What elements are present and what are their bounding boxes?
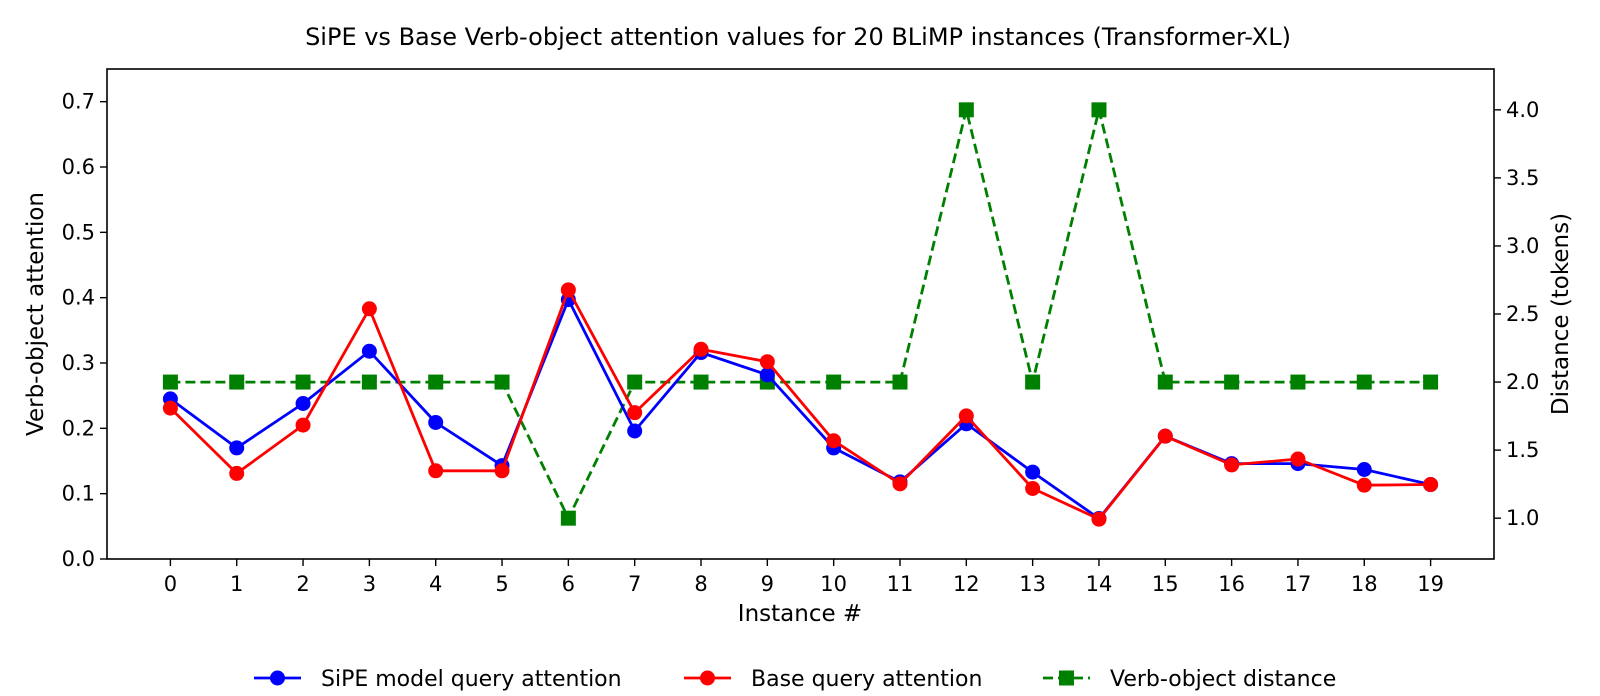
- y2-tick-label: 1.5: [1506, 438, 1539, 462]
- data-point-verb-object-distance: [494, 374, 510, 390]
- data-point-sipe-model-query-attention: [361, 343, 377, 359]
- x-tick-label: 12: [953, 572, 980, 596]
- data-point-verb-object-distance: [1356, 374, 1372, 390]
- legend-label-verb-object-distance: Verb-object distance: [1110, 667, 1336, 692]
- data-point-base-query-attention: [627, 405, 643, 421]
- x-tick-label: 14: [1086, 572, 1113, 596]
- data-point-base-query-attention: [892, 476, 908, 492]
- x-tick-label: 10: [820, 572, 847, 596]
- data-point-verb-object-distance: [428, 374, 444, 390]
- series-line-verb-object-distance: [170, 108, 1431, 520]
- y2-tick-label: 1.0: [1506, 506, 1539, 530]
- data-point-base-query-attention: [1025, 480, 1041, 496]
- y2-tick-label: 3.5: [1506, 166, 1539, 190]
- y-axis-label: Verb-object attention: [23, 192, 49, 436]
- chart-title: SiPE vs Base Verb-object attention value…: [305, 23, 1291, 51]
- data-point-verb-object-distance: [361, 374, 377, 390]
- data-point-verb-object-distance: [826, 374, 842, 390]
- y-tick-label: 0.5: [62, 220, 95, 244]
- legend-marker-base-query-attention: [700, 670, 715, 686]
- data-point-sipe-model-query-attention: [1025, 464, 1041, 480]
- x-tick-label: 7: [628, 572, 641, 596]
- y2-axis-label: Distance (tokens): [1548, 213, 1574, 415]
- y-tick-label: 0.1: [62, 482, 95, 506]
- x-tick-label: 3: [363, 572, 376, 596]
- data-point-base-query-attention: [759, 354, 775, 370]
- y2-tick-label: 2.0: [1506, 370, 1539, 394]
- x-tick-label: 9: [761, 572, 774, 596]
- y2-tick-label: 4.0: [1506, 98, 1539, 122]
- data-point-verb-object-distance: [1025, 374, 1041, 390]
- data-point-verb-object-distance: [295, 374, 311, 390]
- data-point-sipe-model-query-attention: [428, 414, 444, 430]
- x-tick-label: 11: [887, 572, 914, 596]
- x-tick-label: 0: [164, 572, 177, 596]
- data-point-verb-object-distance: [1157, 374, 1173, 390]
- data-point-verb-object-distance: [1091, 102, 1107, 118]
- data-point-verb-object-distance: [892, 374, 908, 390]
- x-tick-label: 1: [230, 572, 243, 596]
- data-point-sipe-model-query-attention: [229, 440, 245, 456]
- legend-label-sipe-model-query-attention: SiPE model query attention: [321, 667, 622, 692]
- legend-label-base-query-attention: Base query attention: [751, 667, 982, 692]
- data-point-sipe-model-query-attention: [295, 396, 311, 412]
- data-point-sipe-model-query-attention: [1356, 461, 1372, 477]
- x-tick-label: 15: [1152, 572, 1179, 596]
- y-tick-label: 0.0: [62, 547, 95, 571]
- data-point-verb-object-distance: [1423, 374, 1439, 390]
- y2-tick-label: 3.0: [1506, 234, 1539, 258]
- data-point-base-query-attention: [826, 433, 842, 449]
- y-tick-label: 0.2: [62, 416, 95, 440]
- data-point-base-query-attention: [494, 463, 510, 479]
- x-tick-label: 18: [1351, 572, 1378, 596]
- x-tick-label: 19: [1417, 572, 1444, 596]
- data-point-base-query-attention: [1091, 511, 1107, 527]
- x-tick-label: 16: [1218, 572, 1245, 596]
- data-point-verb-object-distance: [693, 374, 709, 390]
- x-tick-label: 2: [296, 572, 309, 596]
- data-point-base-query-attention: [958, 408, 974, 424]
- data-point-base-query-attention: [1224, 457, 1240, 473]
- data-point-sipe-model-query-attention: [759, 367, 775, 383]
- y-tick-label: 0.6: [62, 155, 95, 179]
- data-point-base-query-attention: [162, 400, 178, 416]
- data-point-verb-object-distance: [560, 510, 576, 526]
- series-line-base-query-attention: [169, 288, 1431, 521]
- data-point-base-query-attention: [229, 465, 245, 481]
- data-point-sipe-model-query-attention: [627, 423, 643, 439]
- plot-frame: [106, 68, 1495, 560]
- data-point-base-query-attention: [560, 282, 576, 298]
- data-point-base-query-attention: [693, 341, 709, 357]
- data-point-base-query-attention: [1356, 477, 1372, 493]
- data-point-verb-object-distance: [958, 102, 974, 118]
- y2-tick-label: 2.5: [1506, 302, 1539, 326]
- data-point-verb-object-distance: [1224, 374, 1240, 390]
- x-tick-label: 13: [1019, 572, 1046, 596]
- data-point-base-query-attention: [295, 417, 311, 433]
- data-point-verb-object-distance: [1290, 374, 1306, 390]
- x-tick-label: 17: [1285, 572, 1312, 596]
- x-tick-label: 4: [429, 572, 442, 596]
- data-point-base-query-attention: [361, 301, 377, 317]
- data-point-base-query-attention: [1290, 451, 1306, 467]
- data-point-base-query-attention: [428, 463, 444, 479]
- plot-area: 0 1 2 3 4 5 6 7 8 9 10 11 12 13 14 15 16 17 18 190.00.10.20…: [62, 90, 1540, 596]
- legend-marker-verb-object-distance: [1059, 670, 1074, 686]
- legend-marker-sipe-model-query-attention: [270, 670, 285, 686]
- data-point-verb-object-distance: [162, 374, 178, 390]
- x-tick-label: 8: [694, 572, 707, 596]
- x-tick-label: 6: [562, 572, 575, 596]
- y-tick-label: 0.3: [62, 351, 95, 375]
- data-point-base-query-attention: [1423, 477, 1439, 493]
- y-tick-label: 0.4: [62, 286, 95, 310]
- y-tick-label: 0.7: [62, 90, 95, 114]
- series-line-sipe-model-query-attention: [169, 298, 1431, 520]
- data-point-base-query-attention: [1157, 428, 1173, 444]
- data-point-verb-object-distance: [229, 374, 245, 390]
- data-point-verb-object-distance: [627, 374, 643, 390]
- x-tick-label: 5: [495, 572, 508, 596]
- x-axis-label: Instance #: [738, 601, 862, 627]
- legend: SiPE model query attention Base query att…: [254, 667, 1336, 692]
